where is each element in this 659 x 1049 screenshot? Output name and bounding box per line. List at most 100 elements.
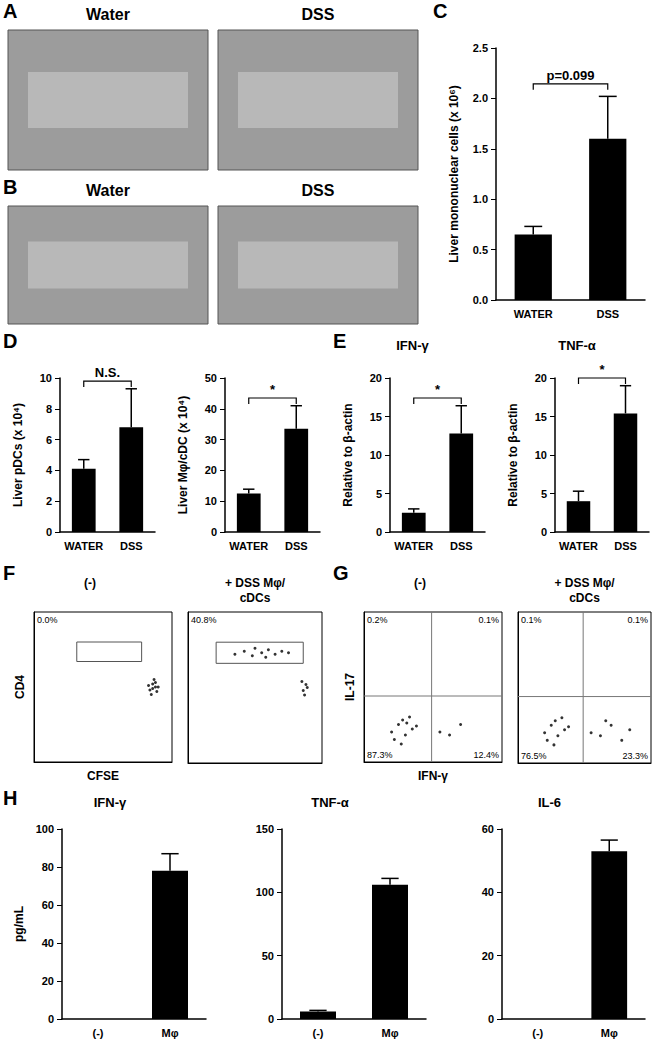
svg-text:2: 2 <box>46 495 52 507</box>
svg-text:150: 150 <box>256 823 274 835</box>
svg-text:(-): (-) <box>532 1027 543 1039</box>
svg-text:A: A <box>3 0 17 22</box>
svg-text:H: H <box>3 787 17 809</box>
svg-text:0: 0 <box>46 526 52 538</box>
svg-text:1.0: 1.0 <box>473 193 488 205</box>
svg-text:0.1%: 0.1% <box>478 615 499 625</box>
svg-text:100: 100 <box>36 823 54 835</box>
svg-text:Mφ: Mφ <box>381 1027 398 1039</box>
svg-text:1.5: 1.5 <box>473 143 488 155</box>
svg-text:10: 10 <box>370 449 382 461</box>
svg-text:TNF-α: TNF-α <box>558 338 596 353</box>
svg-text:CFSE: CFSE <box>87 769 119 783</box>
svg-text:(-): (-) <box>414 576 426 590</box>
svg-text:0.0%: 0.0% <box>37 615 58 625</box>
svg-text:(-): (-) <box>93 1027 104 1039</box>
svg-text:Liver Mφ/cDC (x 10⁴): Liver Mφ/cDC (x 10⁴) <box>176 396 190 515</box>
svg-text:5: 5 <box>376 488 382 500</box>
svg-text:0: 0 <box>211 526 217 538</box>
svg-text:0.0: 0.0 <box>473 294 488 306</box>
svg-text:Water: Water <box>86 6 130 23</box>
svg-text:IFN-γ: IFN-γ <box>396 338 429 353</box>
svg-text:CD4: CD4 <box>13 675 27 699</box>
svg-text:*: * <box>599 362 605 377</box>
svg-text:+ DSS Mφ/: + DSS Mφ/ <box>225 576 286 590</box>
svg-text:60: 60 <box>482 823 494 835</box>
svg-text:100: 100 <box>256 886 274 898</box>
svg-text:8: 8 <box>46 403 52 415</box>
svg-text:+ DSS Mφ/: + DSS Mφ/ <box>554 576 615 590</box>
svg-text:0: 0 <box>488 1013 494 1025</box>
svg-text:p=0.099: p=0.099 <box>546 68 594 83</box>
svg-text:Relative to β-actin: Relative to β-actin <box>341 403 355 506</box>
svg-text:D: D <box>3 330 17 352</box>
svg-text:4: 4 <box>46 464 53 476</box>
svg-text:20: 20 <box>370 372 382 384</box>
svg-text:2.0: 2.0 <box>473 92 488 104</box>
svg-text:DSS: DSS <box>450 540 473 552</box>
svg-text:DSS: DSS <box>120 540 143 552</box>
svg-text:Mφ: Mφ <box>601 1027 618 1039</box>
svg-text:WATER: WATER <box>229 540 268 552</box>
svg-text:60: 60 <box>42 899 54 911</box>
svg-text:Relative to β-actin: Relative to β-actin <box>506 403 520 506</box>
svg-text:80: 80 <box>42 861 54 873</box>
svg-text:IL-6: IL-6 <box>538 795 561 810</box>
svg-text:DSS: DSS <box>285 540 308 552</box>
svg-text:DSS: DSS <box>302 6 335 23</box>
svg-text:(-): (-) <box>84 576 96 590</box>
svg-text:0.2%: 0.2% <box>367 615 388 625</box>
svg-text:cDCs: cDCs <box>240 591 271 605</box>
svg-text:cDCs: cDCs <box>569 591 600 605</box>
svg-text:0.5: 0.5 <box>473 244 488 256</box>
svg-text:0.1%: 0.1% <box>627 615 648 625</box>
svg-text:F: F <box>3 562 15 584</box>
svg-text:pg/mL: pg/mL <box>12 906 26 942</box>
svg-text:IL-17: IL-17 <box>343 673 357 701</box>
svg-text:40: 40 <box>205 403 217 415</box>
svg-text:20: 20 <box>535 372 547 384</box>
svg-text:*: * <box>270 382 276 397</box>
svg-text:10: 10 <box>40 372 52 384</box>
svg-text:DSS: DSS <box>596 308 619 320</box>
svg-text:5: 5 <box>541 488 547 500</box>
svg-text:N.S.: N.S. <box>95 365 120 380</box>
svg-text:40: 40 <box>482 886 494 898</box>
svg-text:Liver mononuclear cells (x 10⁶: Liver mononuclear cells (x 10⁶) <box>447 85 461 263</box>
svg-text:DSS: DSS <box>302 182 335 199</box>
svg-text:WATER: WATER <box>394 540 433 552</box>
svg-text:WATER: WATER <box>64 540 103 552</box>
svg-text:50: 50 <box>205 372 217 384</box>
svg-text:6: 6 <box>46 434 52 446</box>
svg-text:0.1%: 0.1% <box>521 615 542 625</box>
svg-text:C: C <box>433 0 447 22</box>
svg-text:Mφ: Mφ <box>161 1027 178 1039</box>
svg-text:30: 30 <box>205 434 217 446</box>
svg-text:Water: Water <box>86 182 130 199</box>
svg-text:B: B <box>3 176 17 198</box>
svg-text:10: 10 <box>205 495 217 507</box>
svg-text:(-): (-) <box>313 1027 324 1039</box>
svg-text:20: 20 <box>42 975 54 987</box>
svg-text:23.3%: 23.3% <box>622 751 648 761</box>
svg-text:IFN-γ: IFN-γ <box>94 795 127 810</box>
svg-text:*: * <box>435 382 441 397</box>
svg-text:15: 15 <box>535 411 547 423</box>
svg-text:10: 10 <box>535 449 547 461</box>
svg-text:15: 15 <box>370 411 382 423</box>
svg-text:2.5: 2.5 <box>473 42 488 54</box>
svg-text:40.8%: 40.8% <box>191 615 217 625</box>
svg-text:0: 0 <box>541 526 547 538</box>
svg-text:0: 0 <box>268 1013 274 1025</box>
svg-text:0: 0 <box>48 1013 54 1025</box>
svg-text:20: 20 <box>482 950 494 962</box>
svg-text:87.3%: 87.3% <box>367 750 393 760</box>
svg-text:DSS: DSS <box>614 540 637 552</box>
svg-text:40: 40 <box>42 937 54 949</box>
svg-text:TNF-α: TNF-α <box>311 795 349 810</box>
svg-text:G: G <box>333 562 349 584</box>
svg-text:20: 20 <box>205 464 217 476</box>
svg-text:E: E <box>333 330 346 352</box>
svg-text:WATER: WATER <box>514 308 553 320</box>
svg-text:WATER: WATER <box>559 540 598 552</box>
